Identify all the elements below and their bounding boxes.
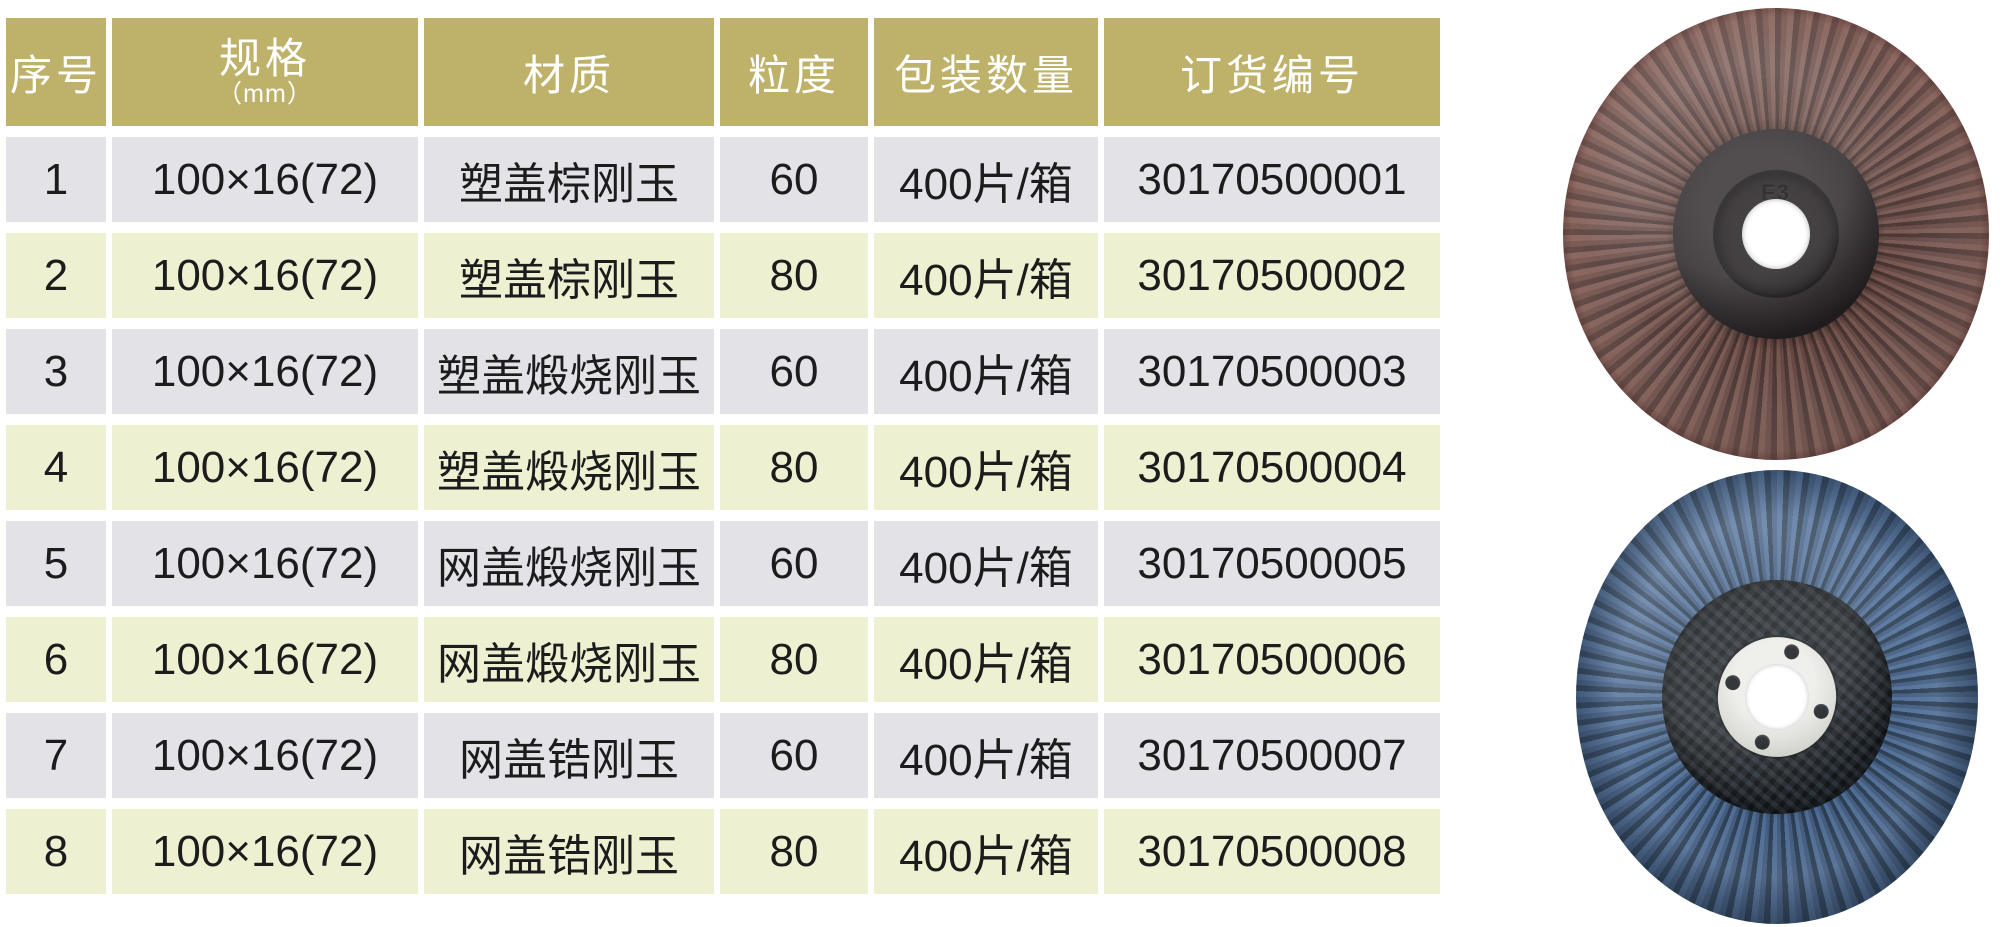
cell-order-no: 30170500002	[1104, 233, 1440, 318]
cell-spec: 100×16(72)	[112, 137, 418, 222]
cell-order-no: 30170500001	[1104, 137, 1440, 222]
cell-no: 1	[6, 137, 106, 222]
cell-grit: 80	[720, 809, 868, 894]
col-header-spec: 规格 （mm）	[112, 18, 418, 126]
cell-material: 塑盖棕刚玉	[424, 233, 714, 318]
cell-material: 网盖锆刚玉	[424, 809, 714, 894]
flange-hole	[1723, 673, 1743, 693]
cell-packing: 400片/箱	[874, 137, 1098, 222]
cell-material: 网盖锆刚玉	[424, 713, 714, 798]
cell-material: 塑盖煅烧刚玉	[424, 329, 714, 414]
arbor-hole	[1745, 664, 1809, 730]
cell-order-no: 30170500007	[1104, 713, 1440, 798]
cell-material: 网盖煅烧刚玉	[424, 521, 714, 606]
cell-grit: 60	[720, 521, 868, 606]
cell-order-no: 30170500005	[1104, 521, 1440, 606]
product-spec-table: 序号 规格 （mm） 材质 粒度 包装数量 订货编号 1 100×16(72) …	[6, 18, 1440, 894]
plastic-hub: F3	[1673, 129, 1879, 339]
col-header-material: 材质	[424, 18, 714, 126]
cell-packing: 400片/箱	[874, 617, 1098, 702]
cell-grit: 60	[720, 713, 868, 798]
cell-spec: 100×16(72)	[112, 233, 418, 318]
col-header-spec-label: 规格	[218, 34, 311, 82]
cell-spec: 100×16(72)	[112, 329, 418, 414]
cell-no: 6	[6, 617, 106, 702]
cell-packing: 400片/箱	[874, 233, 1098, 318]
cell-material: 网盖煅烧刚玉	[424, 617, 714, 702]
col-header-no: 序号	[6, 18, 106, 126]
cell-packing: 400片/箱	[874, 425, 1098, 510]
cell-spec: 100×16(72)	[112, 521, 418, 606]
cell-no: 3	[6, 329, 106, 414]
cell-grit: 80	[720, 617, 868, 702]
cell-no: 2	[6, 233, 106, 318]
cell-material: 塑盖煅烧刚玉	[424, 425, 714, 510]
cell-spec: 100×16(72)	[112, 425, 418, 510]
col-header-spec-unit: （mm）	[217, 79, 313, 108]
flange-hole	[1752, 732, 1772, 752]
cell-spec: 100×16(72)	[112, 617, 418, 702]
cell-order-no: 30170500003	[1104, 329, 1440, 414]
cell-packing: 400片/箱	[874, 521, 1098, 606]
cell-no: 4	[6, 425, 106, 510]
cell-packing: 400片/箱	[874, 809, 1098, 894]
col-header-packing: 包装数量	[874, 18, 1098, 126]
cell-packing: 400片/箱	[874, 329, 1098, 414]
cell-grit: 80	[720, 425, 868, 510]
cell-material: 塑盖棕刚玉	[424, 137, 714, 222]
cell-no: 8	[6, 809, 106, 894]
cell-order-no: 30170500006	[1104, 617, 1440, 702]
cell-order-no: 30170500008	[1104, 809, 1440, 894]
cell-no: 5	[6, 521, 106, 606]
cell-grit: 60	[720, 329, 868, 414]
col-header-order-no: 订货编号	[1104, 18, 1440, 126]
product-photo-brown-flap-disc: F3	[1563, 8, 1989, 460]
arbor-hole	[1742, 199, 1810, 269]
cell-grit: 80	[720, 233, 868, 318]
cell-spec: 100×16(72)	[112, 809, 418, 894]
flange-hole	[1782, 642, 1802, 662]
cell-packing: 400片/箱	[874, 713, 1098, 798]
cell-grit: 60	[720, 137, 868, 222]
product-photo-blue-flap-disc	[1576, 470, 1978, 924]
cell-no: 7	[6, 713, 106, 798]
cell-order-no: 30170500004	[1104, 425, 1440, 510]
cell-spec: 100×16(72)	[112, 713, 418, 798]
flange-hole	[1811, 701, 1831, 721]
col-header-grit: 粒度	[720, 18, 868, 126]
